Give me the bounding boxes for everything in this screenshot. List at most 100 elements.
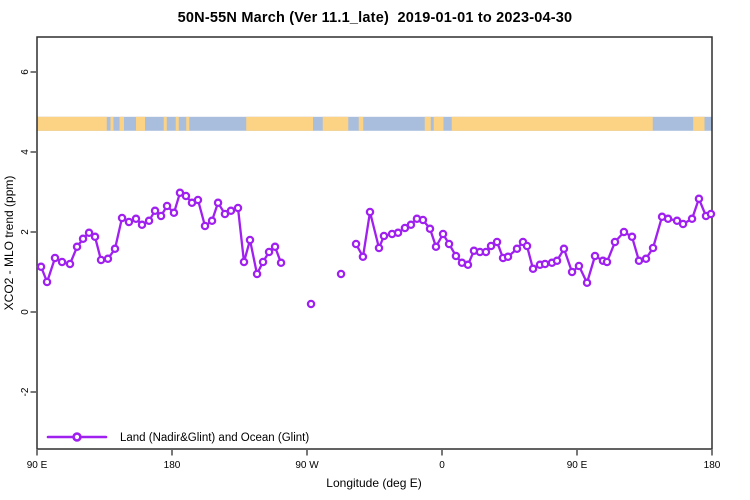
data-point-marker [590,251,600,261]
legend-sample-marker [72,432,82,442]
data-point-marker [57,257,67,267]
x-tick-label: 0 [439,460,445,471]
data-point-marker [175,188,185,198]
data-point-marker [258,257,268,267]
data-point-marker [641,254,651,264]
data-point-marker [270,242,280,252]
data-point-marker [444,239,454,249]
x-tick-label: 90 E [567,460,588,471]
data-point-marker [574,261,584,271]
land-segment [451,116,653,131]
data-point-marker [602,257,612,267]
data-point-marker [110,244,120,254]
land-segment [246,116,313,131]
data-point-marker [137,220,147,230]
data-point-marker [379,231,389,241]
data-point-marker [451,251,461,261]
data-point-marker [65,259,75,269]
x-tick-label: 180 [164,460,181,471]
data-point-marker [663,214,673,224]
data-point-marker [503,252,513,262]
data-point-marker [512,244,522,254]
data-point-marker [678,219,688,229]
data-point-marker [365,207,375,217]
data-point-marker [239,257,249,267]
data-point-marker [351,239,361,249]
land-segment [433,116,444,131]
plot-title: 50N-55N March (Ver 11.1_late) 2019-01-01… [177,10,573,26]
data-point-marker [264,247,274,257]
y-tick-label: 2 [20,229,31,235]
x-tick-label: 90 W [295,460,319,471]
data-point-marker [213,198,223,208]
land-segment [119,116,124,131]
y-tick-label: 6 [20,69,31,75]
data-point-marker [50,253,60,263]
data-point-marker [226,206,236,216]
data-point-marker [619,227,629,237]
data-point-marker [528,264,538,274]
data-point-marker [567,267,577,277]
legend-label: Land (Nadir&Glint) and Ocean (Glint) [120,432,309,444]
land-segment [358,116,364,131]
data-point-marker [374,243,384,253]
data-point-marker [306,299,316,309]
data-point-marker [131,214,141,224]
data-point-marker [169,208,179,218]
y-tick-label: 0 [20,309,31,315]
plot-box [36,36,713,450]
data-point-marker [559,244,569,254]
data-point-marker [486,241,496,251]
data-point-marker [400,223,410,233]
data-point-marker [540,259,550,269]
data-point-marker [406,220,416,230]
data-point-marker [393,228,403,238]
data-point-marker [193,195,203,205]
data-point-marker [36,262,46,272]
data-point-marker [181,191,191,201]
y-tick-label: 4 [20,149,31,155]
land-segment [693,116,705,131]
data-point-marker [418,215,428,225]
data-point-marker [96,255,106,265]
data-point-marker [431,242,441,252]
data-point-marker [252,269,262,279]
data-point-marker [124,217,134,227]
land-segment [110,116,114,131]
data-point-marker [634,256,644,266]
data-point-marker [672,216,682,226]
land-segment [322,116,349,131]
x-tick-label: 180 [704,460,721,471]
data-point-marker [276,258,286,268]
land-segment [37,116,107,131]
data-point-marker [492,237,502,247]
y-axis-label: XCO2 - MLO trend (ppm) [2,176,16,311]
x-tick-label: 90 E [27,460,48,471]
data-point-marker [463,260,473,270]
data-point-marker [78,234,88,244]
y-tick-label: -2 [20,387,31,396]
land-segment [186,116,190,131]
data-point-marker [336,269,346,279]
data-point-marker [162,201,172,211]
land-segment [163,116,167,131]
land-segment [424,116,431,131]
plot-layer: 90 E 180 90 W 0 90 E 180 -2 0 2 4 6 [20,36,721,471]
data-point-marker [245,235,255,245]
data-point-marker [150,206,160,216]
land-segment [136,116,145,131]
data-point-marker [117,213,127,223]
data-point-marker [522,241,532,251]
data-point-marker [42,277,52,287]
data-point-marker [103,254,113,264]
data-point-marker [552,256,562,266]
data-point-marker [84,228,94,238]
series-line-segment [39,191,283,284]
data-point-marker [233,203,243,213]
data-point-marker [90,232,100,242]
data-point-marker [144,216,154,226]
x-axis-label: Longitude (deg E) [326,476,421,490]
data-point-marker [72,242,82,252]
data-point-marker [706,209,716,219]
data-point-marker [200,221,210,231]
